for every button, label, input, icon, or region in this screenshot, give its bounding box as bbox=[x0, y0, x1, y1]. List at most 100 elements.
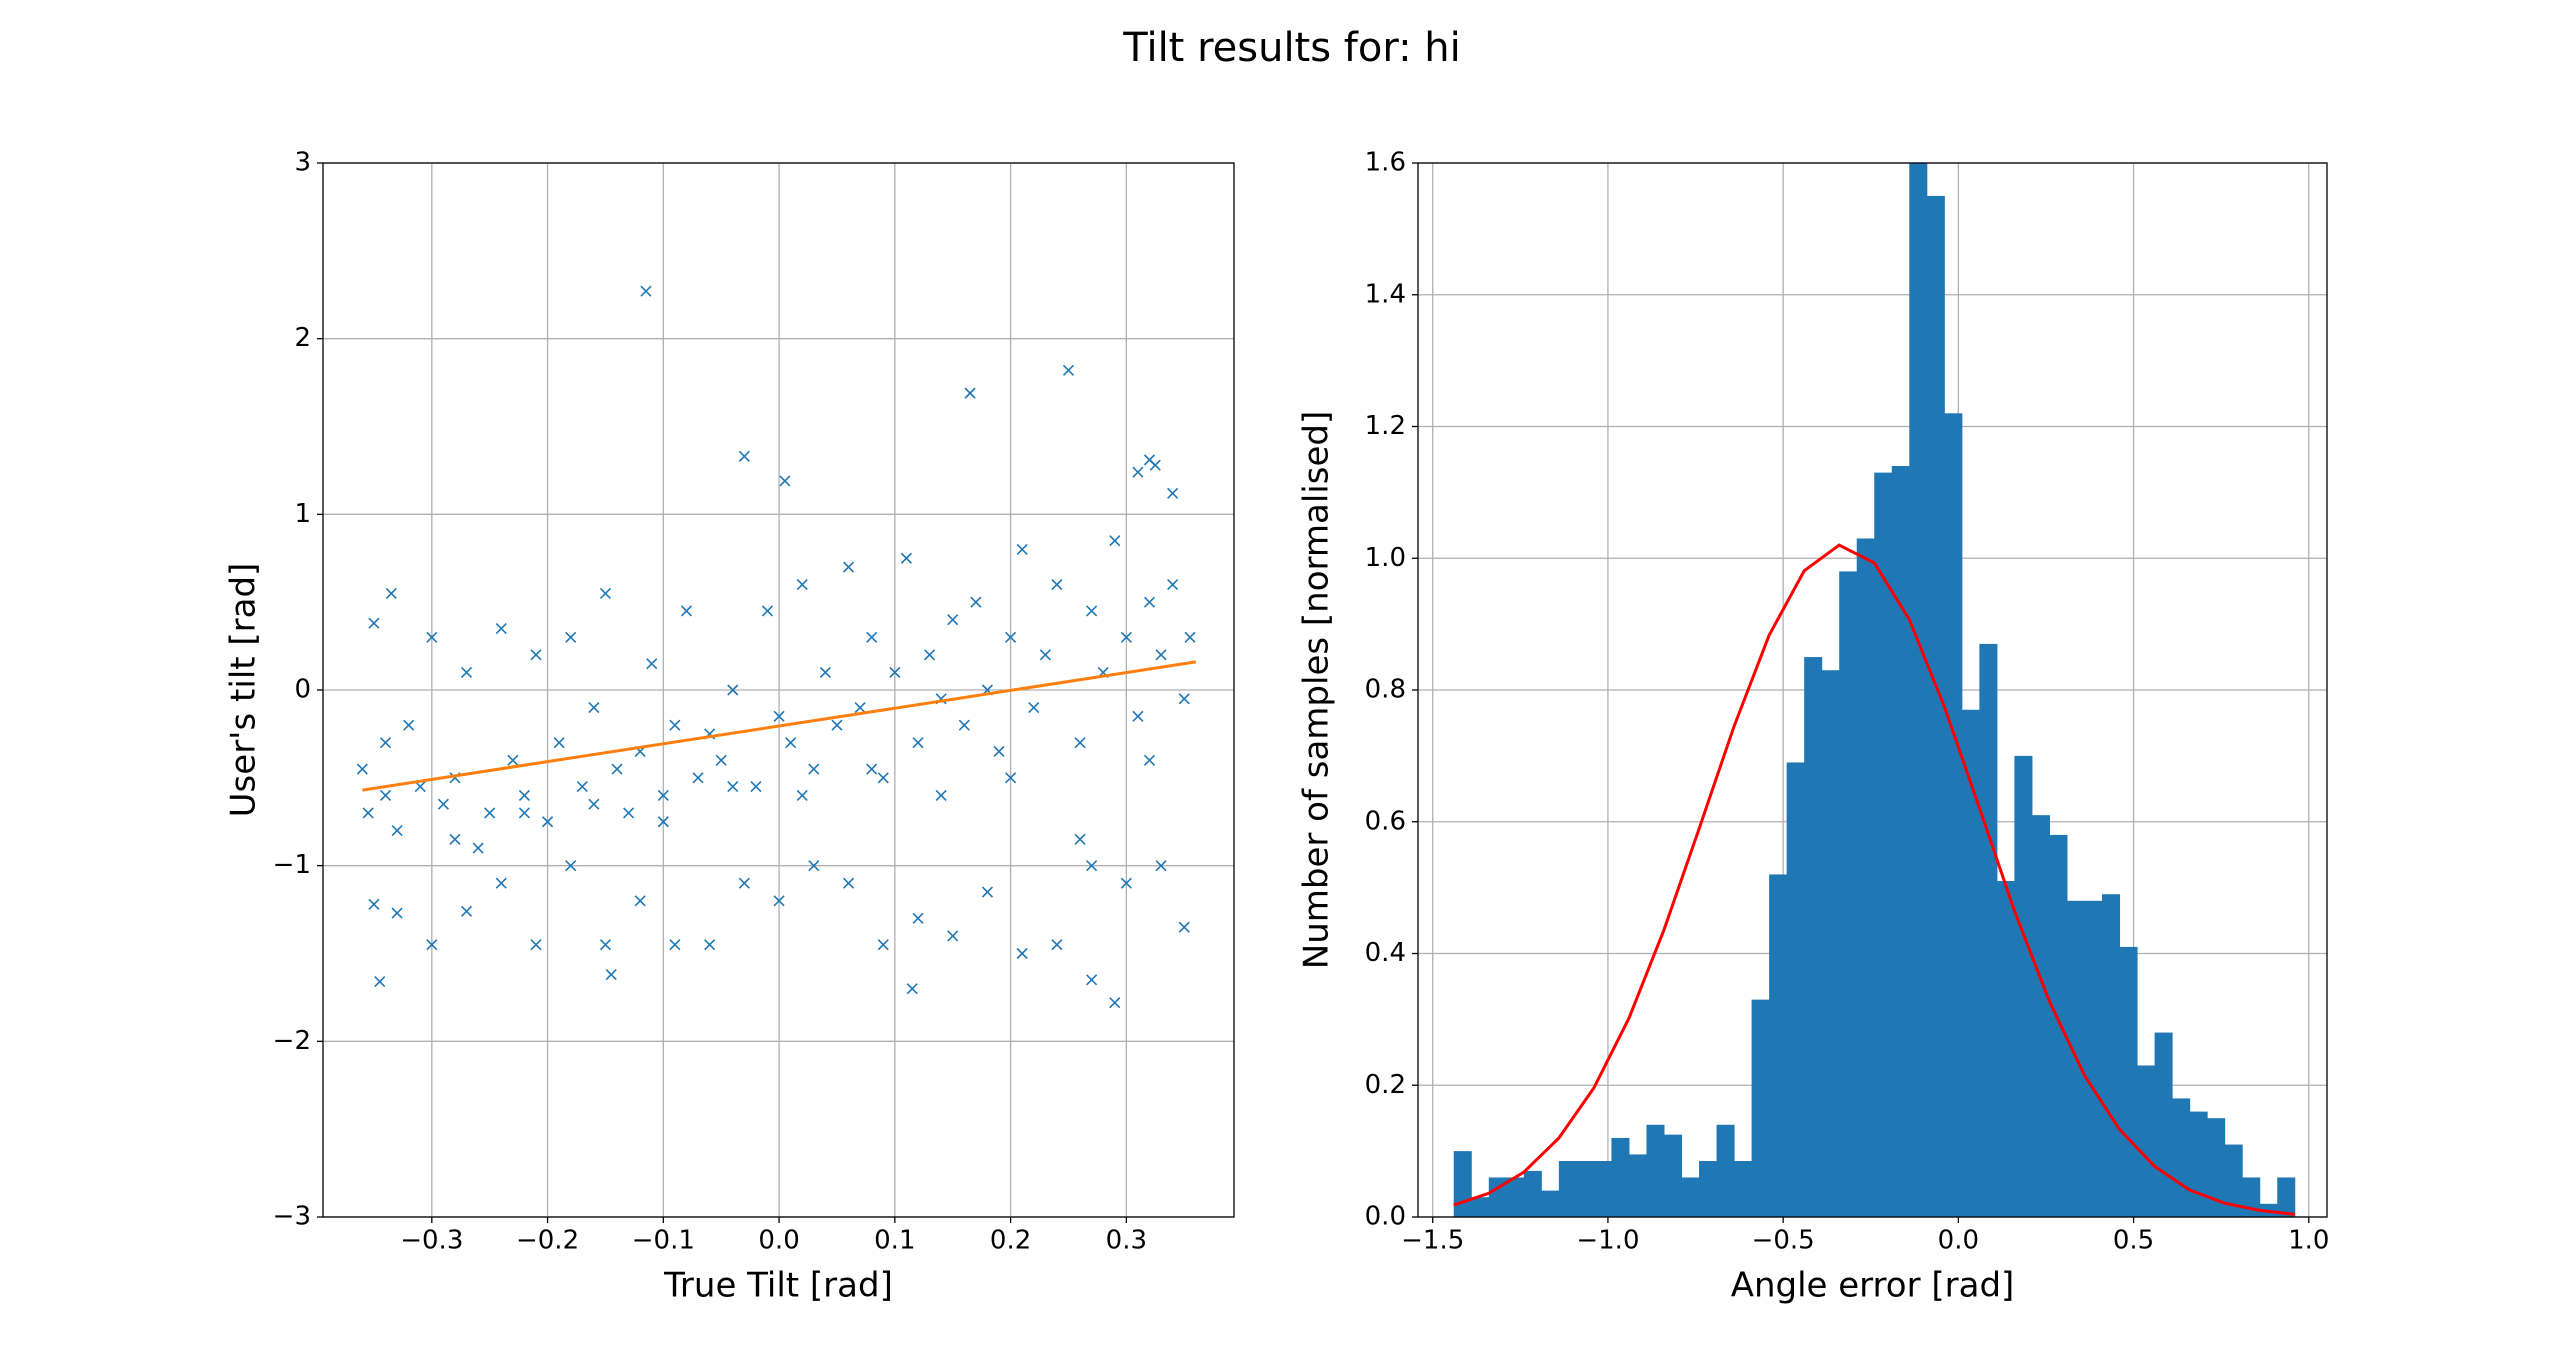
scatter-point bbox=[1120, 877, 1132, 889]
scatter-point bbox=[426, 631, 438, 643]
histogram-bar bbox=[1488, 1177, 1507, 1217]
x-tick-label: −1.0 bbox=[1576, 1226, 1639, 1256]
scatter-point bbox=[1016, 947, 1028, 960]
scatter-point bbox=[923, 649, 936, 661]
histogram-bar bbox=[1839, 571, 1858, 1217]
scatter-point bbox=[958, 719, 970, 731]
x-tick-label: −0.2 bbox=[516, 1226, 579, 1256]
scatter-point bbox=[657, 816, 669, 828]
scatter-point bbox=[727, 781, 739, 793]
scatter-point bbox=[1086, 860, 1098, 872]
scatter-point bbox=[1178, 693, 1190, 705]
y-tick-label: 1.4 bbox=[1365, 279, 1406, 309]
histogram-bar bbox=[1926, 195, 1945, 1217]
y-tick-label: 3 bbox=[294, 148, 311, 178]
scatter-point bbox=[1132, 466, 1144, 478]
x-tick-label: −0.3 bbox=[400, 1226, 463, 1256]
scatter-point bbox=[680, 605, 693, 617]
histogram-bar bbox=[2207, 1118, 2226, 1217]
y-tick-label: 1.6 bbox=[1365, 148, 1406, 178]
scatter-point bbox=[842, 561, 855, 573]
histogram-bar bbox=[2102, 894, 2121, 1217]
histogram-bar bbox=[1471, 1197, 1490, 1217]
scatter-point bbox=[715, 754, 727, 766]
scatter-point bbox=[1132, 710, 1144, 722]
x-tick-label: −0.5 bbox=[1752, 1226, 1815, 1256]
scatter-point bbox=[1109, 535, 1121, 547]
x-tick-label: 0.0 bbox=[758, 1226, 799, 1256]
histogram-bar bbox=[1716, 1124, 1735, 1217]
scatter-point bbox=[374, 976, 386, 988]
scatter-point bbox=[796, 789, 808, 801]
x-tick-label: 0.0 bbox=[1938, 1226, 1979, 1256]
scatter-point bbox=[368, 617, 380, 629]
y-tick-label: 1 bbox=[294, 499, 311, 529]
scatter-point bbox=[449, 833, 461, 845]
scatter-point bbox=[1051, 579, 1063, 591]
scatter-point bbox=[1051, 939, 1063, 951]
histogram-bar bbox=[2224, 1144, 2243, 1217]
scatter-point bbox=[1155, 649, 1167, 661]
histogram-bar bbox=[1506, 1177, 1525, 1217]
fit-curve bbox=[1453, 543, 2295, 1216]
x-tick-label: 0.1 bbox=[874, 1226, 915, 1256]
scatter-point bbox=[808, 763, 820, 775]
scatter-point bbox=[1062, 364, 1075, 376]
y-tick-label: 0.8 bbox=[1365, 675, 1406, 705]
scatter-point bbox=[970, 596, 982, 608]
x-tick-label: 0.2 bbox=[990, 1226, 1031, 1256]
scatter-point bbox=[831, 719, 843, 731]
x-tick-label: −0.1 bbox=[632, 1226, 695, 1256]
histogram-bar bbox=[2189, 1111, 2208, 1217]
scatter-point bbox=[935, 789, 947, 801]
histogram-bar bbox=[1909, 163, 1928, 1217]
histogram-bar bbox=[1979, 643, 1998, 1217]
histogram-bar bbox=[1576, 1161, 1595, 1217]
scatter-point bbox=[588, 798, 600, 810]
scatter-point bbox=[785, 737, 797, 749]
scatter-point bbox=[507, 754, 519, 766]
scatter-point bbox=[1005, 772, 1017, 784]
y-axis-label: Number of samples [normalised] bbox=[1297, 411, 1337, 969]
scatter-point bbox=[565, 860, 577, 872]
histogram-bar bbox=[1541, 1190, 1560, 1217]
y-tick-label: 0.2 bbox=[1365, 1070, 1406, 1100]
scatter-point bbox=[704, 939, 716, 951]
histogram-bar bbox=[1558, 1161, 1577, 1217]
histogram-bar bbox=[1996, 881, 2015, 1217]
scatter-point bbox=[779, 475, 791, 487]
scatter-point bbox=[877, 939, 889, 951]
scatter-point bbox=[576, 781, 588, 793]
scatter-point bbox=[1149, 459, 1161, 471]
scatter-point bbox=[750, 781, 762, 793]
scatter-point bbox=[819, 666, 831, 678]
histogram-bar bbox=[1663, 1134, 1683, 1217]
scatter-point bbox=[912, 737, 924, 749]
scatter-point bbox=[1074, 737, 1086, 749]
histogram-bar bbox=[1681, 1177, 1700, 1217]
scatter-point bbox=[727, 684, 739, 696]
histogram-bar bbox=[2084, 900, 2103, 1217]
histogram-bar bbox=[1628, 1154, 1647, 1217]
histogram-bar bbox=[2154, 1032, 2173, 1217]
axes-frame bbox=[1417, 162, 2328, 1218]
scatter-point bbox=[530, 939, 542, 951]
scatter-point bbox=[669, 939, 681, 951]
scatter-point bbox=[414, 781, 426, 793]
scatter-point bbox=[947, 614, 959, 626]
histogram-bar bbox=[2014, 755, 2033, 1217]
scatter-point bbox=[460, 666, 473, 678]
y-tick-label: −2 bbox=[273, 1026, 311, 1056]
scatter-point bbox=[1120, 631, 1132, 643]
histogram-bar bbox=[2049, 834, 2068, 1217]
y-tick-label: 1.0 bbox=[1365, 543, 1406, 573]
scatter-point bbox=[1143, 596, 1156, 608]
scatter-point bbox=[738, 450, 750, 462]
scatter-point bbox=[379, 789, 392, 801]
histogram-bar bbox=[1821, 670, 1840, 1217]
y-tick-label: 0 bbox=[294, 675, 311, 705]
scatter-point bbox=[623, 807, 635, 819]
scatter-point bbox=[362, 807, 374, 819]
scatter-point bbox=[385, 587, 397, 599]
